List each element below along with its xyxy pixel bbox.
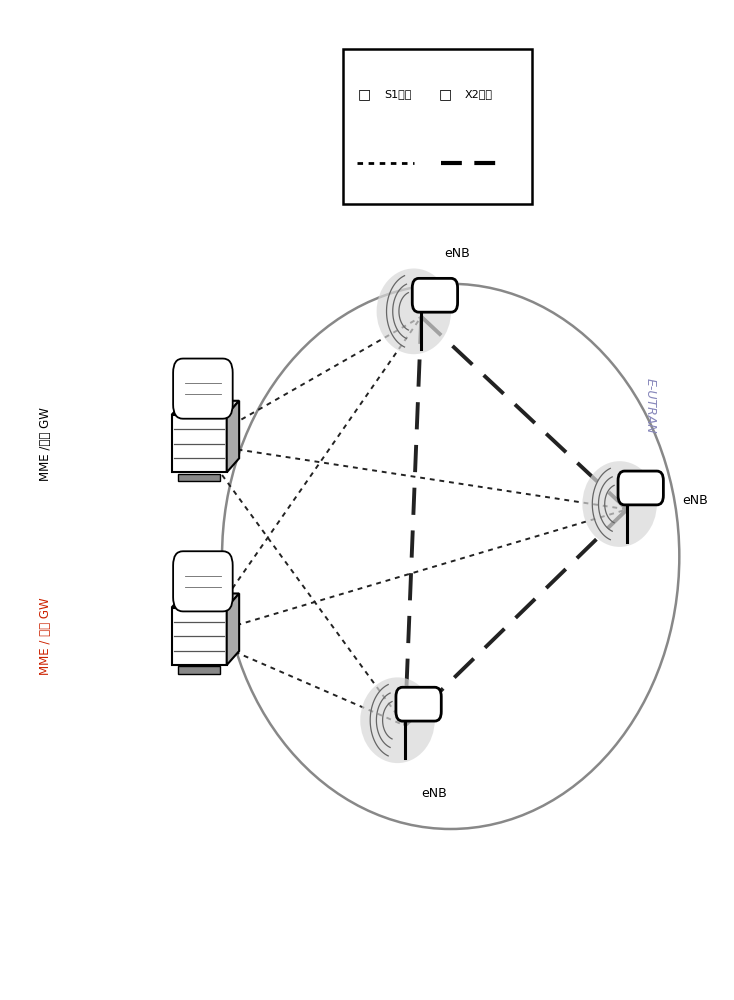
Text: S1接口: S1接口 xyxy=(385,89,412,99)
FancyBboxPatch shape xyxy=(178,474,220,481)
Text: □: □ xyxy=(438,87,451,101)
FancyBboxPatch shape xyxy=(413,278,457,312)
FancyBboxPatch shape xyxy=(618,471,664,505)
Ellipse shape xyxy=(360,677,435,763)
Text: eNB: eNB xyxy=(444,247,470,260)
FancyBboxPatch shape xyxy=(396,687,441,721)
Polygon shape xyxy=(227,593,239,665)
Polygon shape xyxy=(172,415,227,472)
Text: MME /服务 GW: MME /服务 GW xyxy=(39,407,52,481)
Text: eNB: eNB xyxy=(421,787,447,800)
Polygon shape xyxy=(172,608,227,665)
FancyBboxPatch shape xyxy=(173,359,233,419)
Text: E-UTRAN: E-UTRAN xyxy=(644,378,656,434)
Ellipse shape xyxy=(377,268,451,354)
Polygon shape xyxy=(172,401,239,415)
Text: eNB: eNB xyxy=(683,493,708,506)
FancyBboxPatch shape xyxy=(178,666,220,674)
Ellipse shape xyxy=(582,461,657,547)
Ellipse shape xyxy=(222,284,679,829)
FancyBboxPatch shape xyxy=(343,49,532,204)
Text: □: □ xyxy=(358,87,371,101)
FancyBboxPatch shape xyxy=(173,551,233,611)
Text: X2接口: X2接口 xyxy=(465,89,493,99)
Text: MME / 服务 GW: MME / 服务 GW xyxy=(39,597,52,675)
Polygon shape xyxy=(227,401,239,472)
Polygon shape xyxy=(172,593,239,608)
